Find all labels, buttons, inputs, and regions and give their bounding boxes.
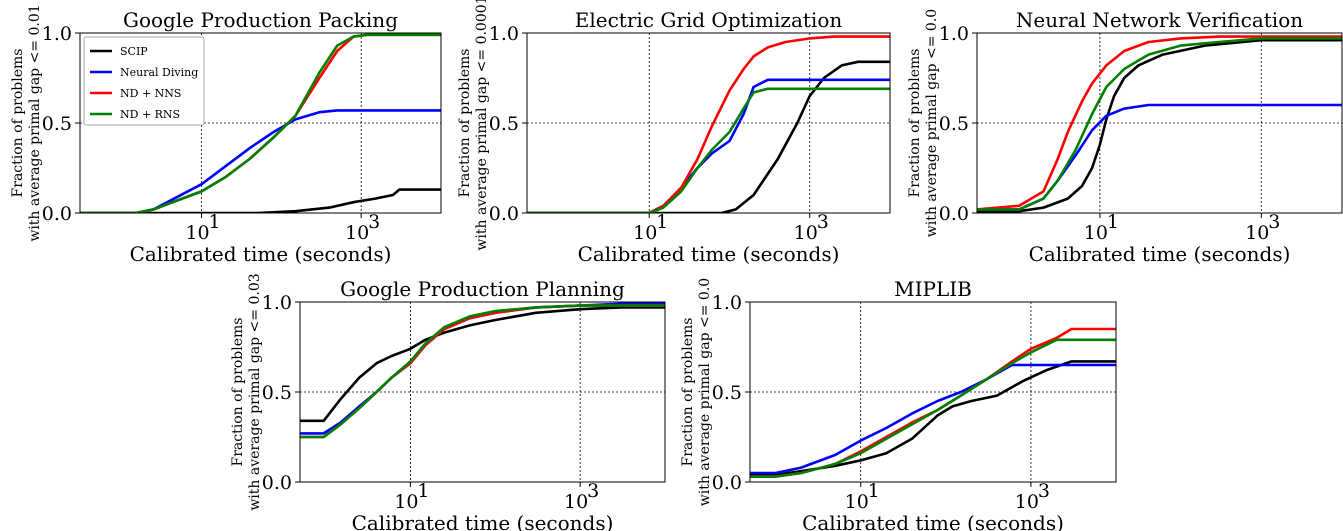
- y-tick-label: 0.0: [489, 203, 519, 225]
- y-tick-label: 0.5: [712, 382, 742, 404]
- y-tick-label: 0.0: [42, 203, 72, 225]
- legend-label: ND + RNS: [120, 108, 180, 121]
- y-axis-label-line: Fraction of problems: [230, 318, 246, 467]
- series-line-scip: [300, 306, 665, 423]
- series-line-scip: [750, 360, 1116, 477]
- series-line-scip: [977, 38, 1342, 213]
- y-axis-label-line: Fraction of problems: [10, 49, 26, 198]
- y-tick-label: 0.5: [262, 382, 292, 404]
- x-tick-exponent: 1: [1107, 211, 1119, 233]
- x-axis-label: Calibrated time (seconds): [802, 511, 1064, 531]
- y-axis-label-line: with average primal gap <= 0.0: [697, 278, 713, 506]
- legend-label: Neural Diving: [120, 66, 198, 79]
- x-axis-label: Calibrated time (seconds): [130, 242, 392, 266]
- series-line-nd-nns: [300, 304, 665, 439]
- x-tick-label: 10: [794, 222, 818, 244]
- legend-box: [83, 36, 205, 126]
- y-tick-label: 1.0: [262, 292, 292, 314]
- x-tick-label: 10: [845, 491, 869, 513]
- y-axis-label-line: Fraction of problems: [457, 49, 473, 198]
- plot-frame: [749, 301, 1117, 483]
- x-tick-exponent: 3: [368, 211, 380, 233]
- y-tick-label: 0.0: [939, 203, 969, 225]
- chart-title: Neural Network Verification: [1016, 8, 1303, 32]
- x-tick-exponent: 3: [1038, 480, 1050, 502]
- series-group: [977, 35, 1342, 213]
- series-line-nd-rns: [80, 33, 441, 213]
- x-tick-exponent: 1: [209, 211, 221, 233]
- x-tick-label: 10: [185, 222, 209, 244]
- x-tick-exponent: 3: [587, 480, 599, 502]
- x-axis-label: Calibrated time (seconds): [578, 242, 840, 266]
- y-tick-label: 0.5: [489, 113, 519, 135]
- x-tick-label: 10: [1084, 222, 1108, 244]
- chart-title: MIPLIB: [894, 277, 972, 301]
- y-axis-label-line: with average primal gap <= 0.01: [27, 4, 43, 241]
- series-line-neural-diving: [80, 109, 441, 213]
- y-tick-label: 1.0: [712, 292, 742, 314]
- y-tick-label: 0.0: [262, 472, 292, 494]
- y-axis-label-line: Fraction of problems: [907, 49, 923, 198]
- x-tick-exponent: 3: [1268, 211, 1280, 233]
- x-tick-label: 10: [1245, 222, 1269, 244]
- series-line-neural-diving: [527, 78, 890, 213]
- series-line-nd-rns: [977, 37, 1342, 211]
- y-tick-label: 1.0: [42, 23, 72, 45]
- x-tick-label: 10: [633, 222, 657, 244]
- series-group: [80, 33, 441, 213]
- y-tick-label: 1.0: [939, 23, 969, 45]
- y-tick-label: 1.0: [489, 23, 519, 45]
- series-group: [527, 35, 890, 213]
- x-tick-exponent: 1: [417, 480, 429, 502]
- chart-title: Google Production Packing: [123, 8, 398, 32]
- y-tick-label: 0.0: [712, 472, 742, 494]
- series-line-scip: [527, 60, 890, 213]
- series-line-nd-rns: [300, 304, 665, 439]
- x-tick-label: 10: [1015, 491, 1039, 513]
- x-tick-exponent: 3: [817, 211, 829, 233]
- series-line-nd-nns: [977, 35, 1342, 211]
- chart-title: Google Production Planning: [340, 277, 625, 301]
- legend-label: SCIP: [120, 45, 148, 58]
- plot-frame: [299, 301, 666, 483]
- y-axis-label-line: with average primal gap <= 0.03: [247, 273, 263, 510]
- x-tick-label: 10: [345, 222, 369, 244]
- series-group: [750, 327, 1116, 478]
- series-line-nd-nns: [527, 35, 890, 213]
- x-axis-label: Calibrated time (seconds): [352, 511, 614, 531]
- y-tick-label: 0.5: [42, 113, 72, 135]
- series-line-neural-diving: [977, 103, 1342, 211]
- legend: SCIP Neural Diving ND + NNS ND + RNS: [83, 36, 205, 126]
- x-tick-exponent: 1: [656, 211, 668, 233]
- legend-label: ND + NNS: [120, 87, 181, 100]
- x-axis-label: Calibrated time (seconds): [1029, 242, 1291, 266]
- x-tick-exponent: 1: [868, 480, 880, 502]
- series-line-nd-rns: [750, 338, 1116, 478]
- y-tick-label: 0.5: [939, 113, 969, 135]
- x-tick-label: 10: [564, 491, 588, 513]
- chart-title: Electric Grid Optimization: [575, 8, 843, 32]
- y-axis-label-line: with average primal gap <= 0.0001: [474, 0, 490, 251]
- x-tick-label: 10: [394, 491, 418, 513]
- y-axis-label-line: with average primal gap <= 0.0: [924, 9, 940, 237]
- series-group: [300, 302, 665, 439]
- series-line-nd-rns: [527, 87, 890, 213]
- plot-frame: [976, 32, 1343, 214]
- series-line-scip: [80, 188, 441, 213]
- y-axis-label-line: Fraction of problems: [680, 318, 696, 467]
